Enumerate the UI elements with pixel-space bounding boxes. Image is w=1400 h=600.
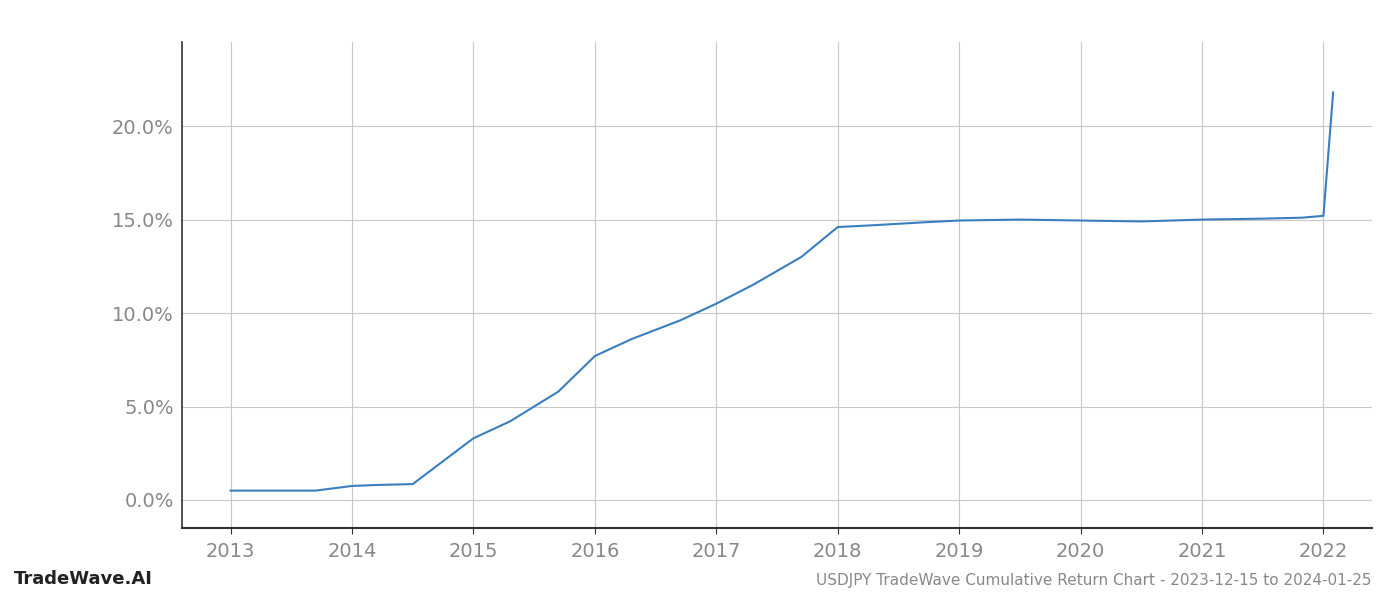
Text: USDJPY TradeWave Cumulative Return Chart - 2023-12-15 to 2024-01-25: USDJPY TradeWave Cumulative Return Chart… — [816, 573, 1372, 588]
Text: TradeWave.AI: TradeWave.AI — [14, 570, 153, 588]
